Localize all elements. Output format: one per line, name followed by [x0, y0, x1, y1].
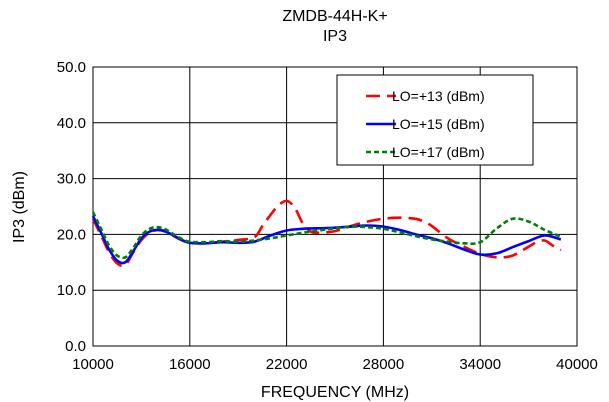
x-tick-label: 16000 [169, 356, 211, 373]
legend: LO=+13 (dBm) LO=+15 (dBm) LO=+17 (dBm) [336, 74, 534, 166]
x-tick-label: 40000 [556, 356, 598, 373]
series-lines [91, 199, 562, 268]
x-tick-label: 22000 [266, 356, 308, 373]
chart-title: ZMDB-44H-K+ [282, 8, 387, 25]
x-tick-label: 34000 [459, 356, 501, 373]
series-line-2 [91, 215, 562, 265]
y-tick-label: 50.0 [57, 59, 86, 76]
legend-box [336, 74, 534, 166]
x-tick-labels: 10000 16000 22000 28000 34000 40000 [72, 356, 598, 373]
x-axis-label: FREQUENCY (MHz) [261, 384, 409, 401]
series-line-1 [91, 199, 562, 268]
plot-area [92, 66, 578, 347]
y-tick-label: 0.0 [65, 338, 86, 355]
y-tick-label: 20.0 [57, 226, 86, 243]
legend-label-2: LO=+15 (dBm) [392, 116, 485, 132]
series-line-3 [91, 211, 562, 260]
x-tick-label: 10000 [72, 356, 114, 373]
legend-label-1: LO=+13 (dBm) [392, 88, 485, 104]
y-tick-labels: 0.0 10.0 20.0 30.0 40.0 50.0 [57, 59, 86, 355]
legend-label-3: LO=+17 (dBm) [392, 144, 485, 160]
x-tick-label: 28000 [363, 356, 405, 373]
chart-subtitle: IP3 [323, 28, 347, 45]
y-tick-label: 30.0 [57, 171, 86, 188]
y-tick-label: 10.0 [57, 282, 86, 299]
y-axis-label: IP3 (dBm) [11, 171, 28, 243]
y-tick-label: 40.0 [57, 115, 86, 132]
